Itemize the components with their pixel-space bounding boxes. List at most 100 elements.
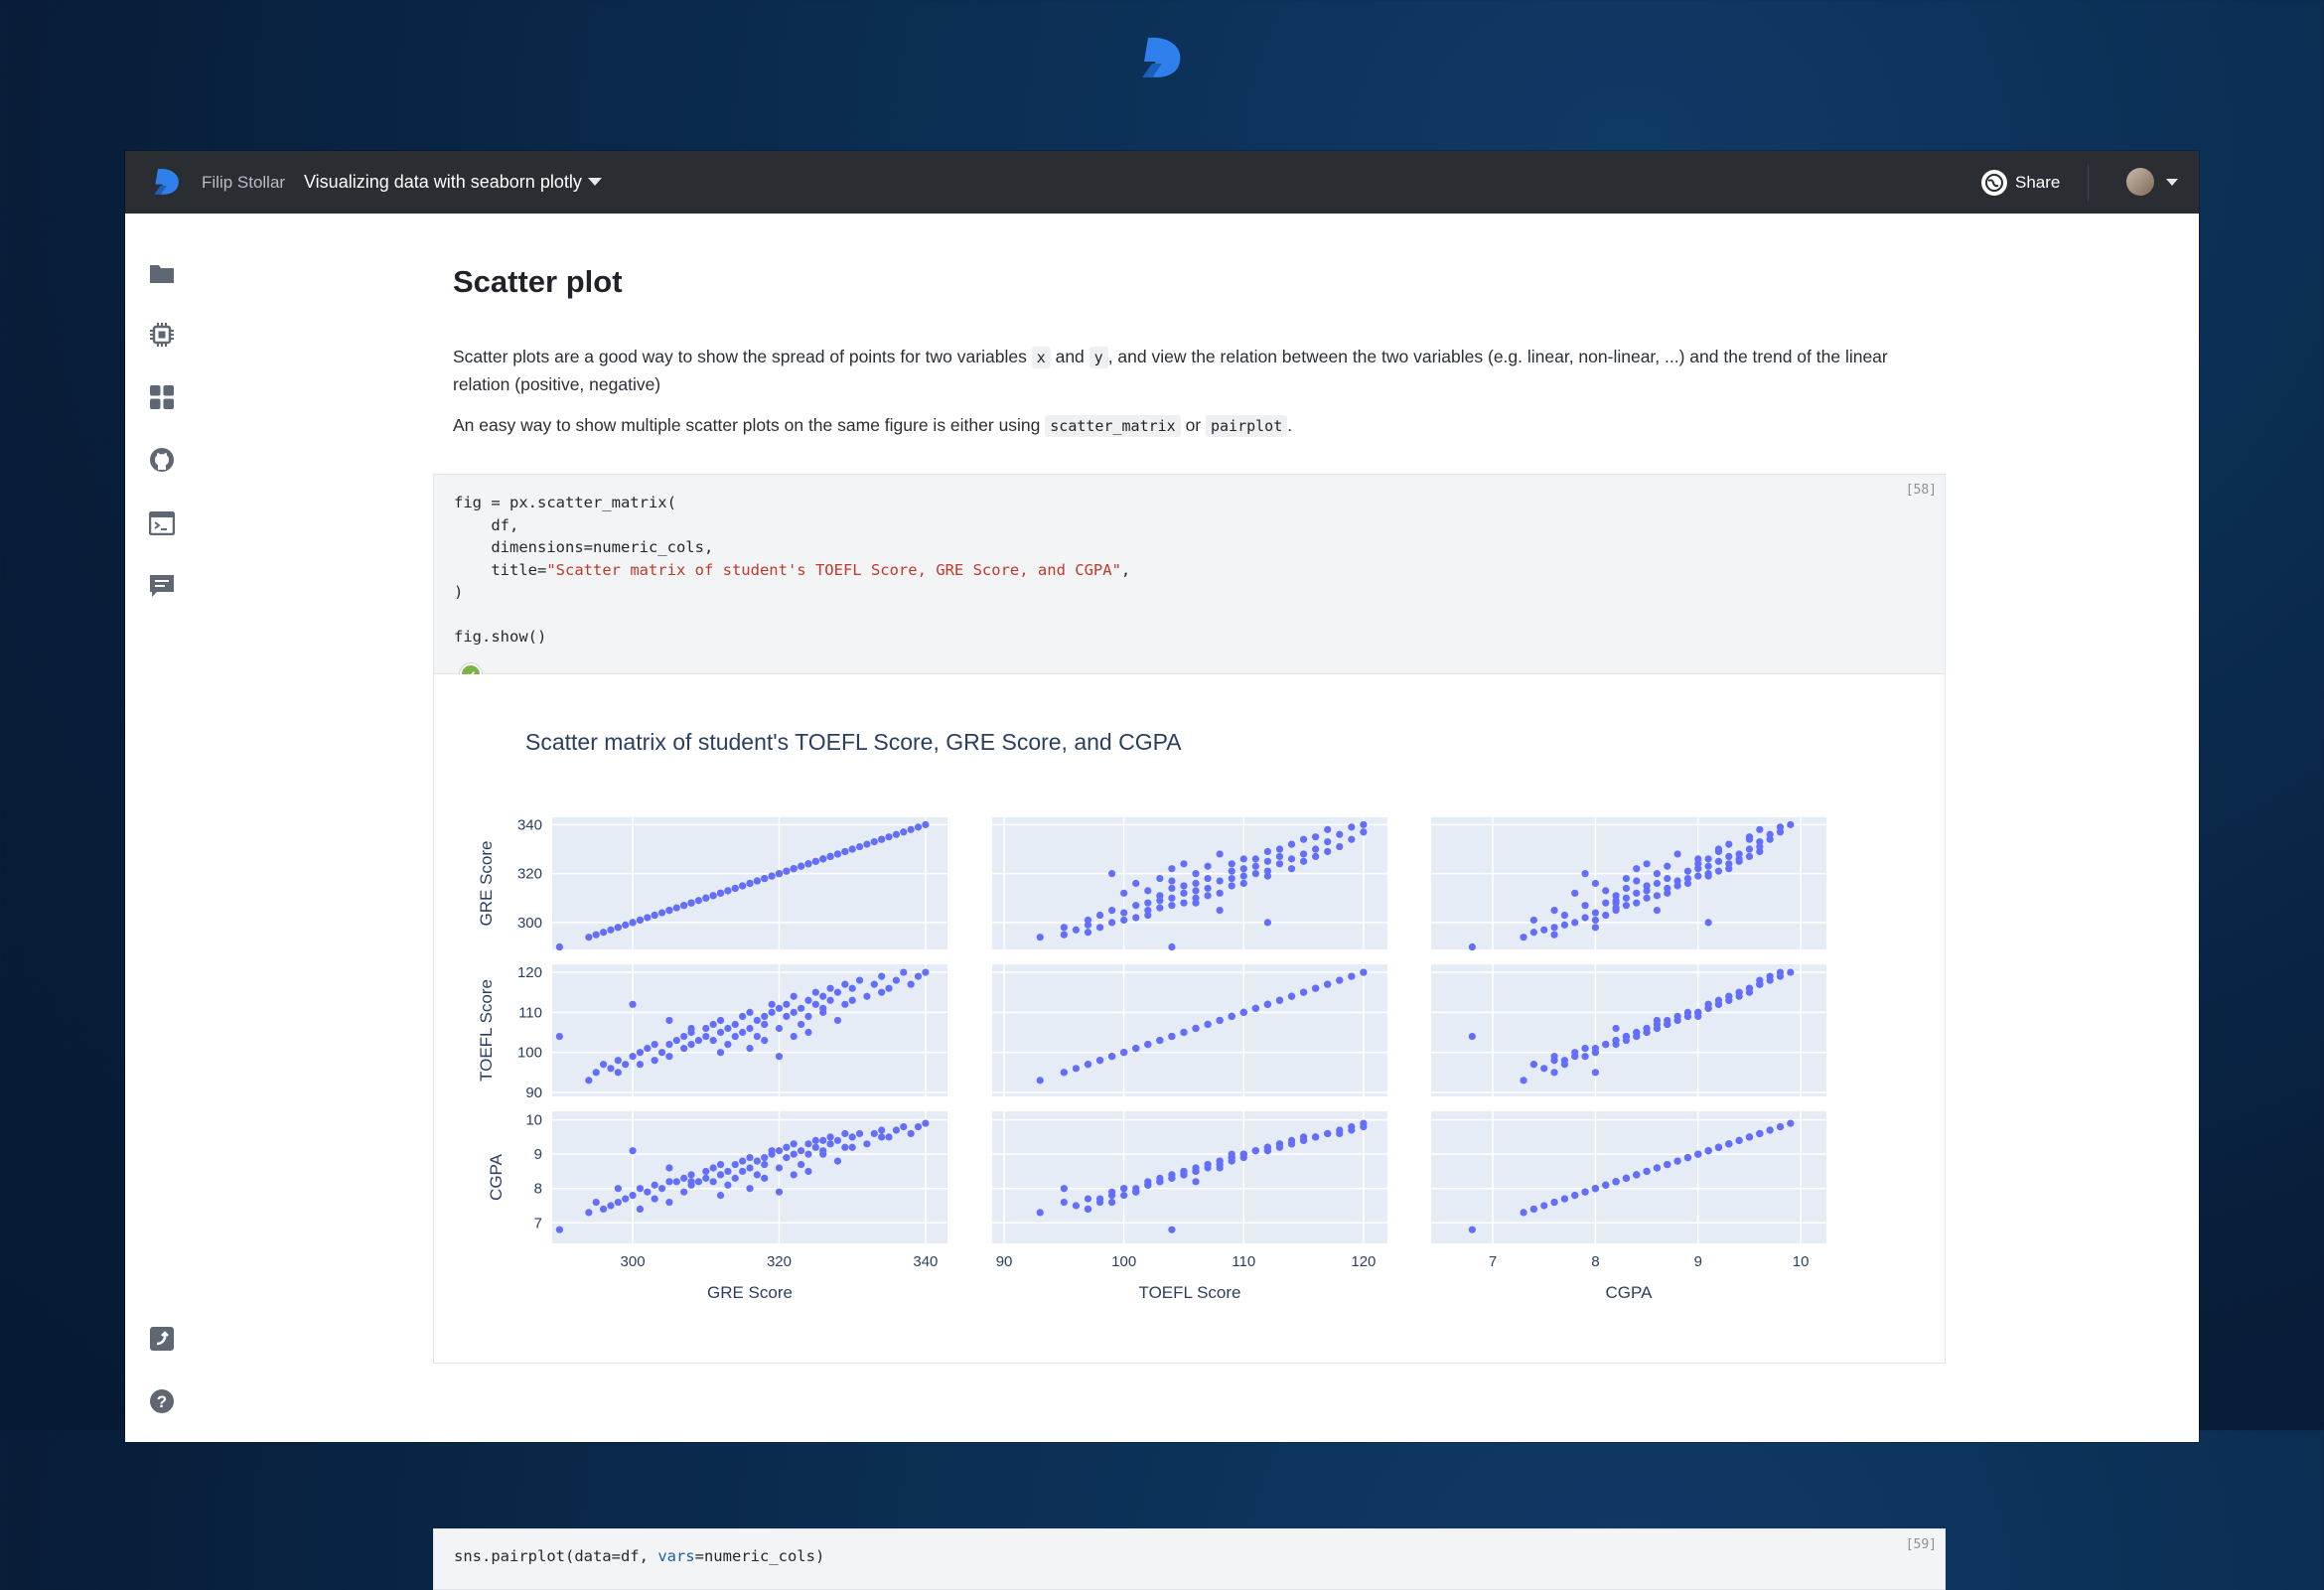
data-point: [599, 1061, 608, 1069]
data-point: [1060, 931, 1068, 939]
data-point: [1622, 1036, 1631, 1045]
data-point: [1602, 1181, 1610, 1189]
share-button[interactable]: Share: [1981, 168, 2060, 198]
data-point: [1560, 921, 1568, 929]
code-editor[interactable]: [58] fig = px.scatter_matrix( df, dimens…: [434, 475, 1945, 674]
data-point: [870, 980, 878, 988]
data-point: [1216, 906, 1224, 915]
integrations-icon[interactable]: [147, 1324, 177, 1354]
data-point: [1581, 1188, 1589, 1196]
chip-icon[interactable]: [147, 320, 177, 350]
data-point: [753, 1171, 761, 1179]
data-point: [1694, 860, 1702, 868]
help-icon[interactable]: ?: [147, 1386, 177, 1416]
data-point: [636, 1185, 645, 1193]
data-point: [702, 1032, 710, 1041]
data-point: [1036, 1209, 1044, 1217]
code-block[interactable]: sns.pairplot(data=df, vars=numeric_cols): [454, 1545, 824, 1568]
inline-code: scatter_matrix: [1045, 415, 1181, 437]
data-point: [804, 1012, 812, 1020]
data-point: [775, 1147, 784, 1155]
data-point: [1132, 1185, 1140, 1193]
data-point: [1673, 882, 1681, 890]
data-point: [826, 852, 834, 861]
data-point: [1168, 865, 1176, 873]
data-point: [1180, 860, 1188, 868]
data-point: [665, 906, 673, 915]
data-point: [885, 833, 893, 841]
data-point: [1529, 1061, 1537, 1069]
y-tick-label: 8: [534, 1181, 542, 1198]
terminal-icon[interactable]: [147, 508, 177, 538]
code-line: dimensions=numeric_cols,: [454, 538, 714, 556]
data-point: [629, 919, 637, 927]
cell-output: Scatter matrix of student's TOEFL Score,…: [434, 674, 1945, 1363]
data-point: [1694, 872, 1702, 880]
data-point: [1180, 1028, 1188, 1037]
data-point: [1664, 884, 1671, 893]
data-point: [1168, 902, 1176, 910]
data-point: [885, 984, 893, 992]
apps-icon[interactable]: [147, 382, 177, 412]
data-point: [1571, 1192, 1579, 1200]
data-point: [1287, 992, 1296, 1000]
text: and: [1050, 347, 1089, 366]
data-point: [1060, 924, 1068, 932]
notebook-title[interactable]: Visualizing data with seaborn plotly: [304, 172, 582, 192]
data-point: [863, 992, 871, 1000]
deepnote-logo[interactable]: [149, 166, 185, 198]
data-point: [746, 1045, 754, 1053]
data-point: [775, 870, 784, 878]
y-tick-label: 120: [517, 964, 542, 981]
code-editor[interactable]: [59] sns.pairplot(data=df, vars=numeric_…: [434, 1529, 1945, 1589]
data-point: [1714, 845, 1723, 853]
data-point: [1735, 855, 1743, 863]
data-point: [863, 840, 871, 848]
subplot-background: [1431, 817, 1826, 949]
data-point: [1591, 909, 1600, 917]
x-tick-label: 300: [621, 1253, 646, 1270]
y-tick-label: 300: [517, 915, 542, 932]
data-point: [1776, 823, 1785, 831]
data-point: [1108, 906, 1116, 915]
folder-icon[interactable]: [147, 258, 177, 288]
data-point: [680, 1174, 688, 1182]
data-point: [783, 1154, 791, 1162]
github-icon[interactable]: [147, 445, 177, 475]
comments-icon[interactable]: [147, 571, 177, 601]
data-point: [1144, 911, 1152, 920]
data-point: [672, 1036, 680, 1045]
data-point: [1664, 874, 1671, 883]
data-point: [1132, 914, 1140, 922]
data-point: [680, 902, 688, 910]
y-tick-label: 100: [517, 1045, 542, 1062]
code-block[interactable]: fig = px.scatter_matrix( df, dimensions=…: [454, 492, 1130, 649]
data-point: [1673, 1016, 1681, 1025]
data-point: [1766, 976, 1774, 984]
chevron-down-icon[interactable]: [588, 178, 602, 186]
avatar[interactable]: [2126, 168, 2154, 196]
text: , and view the relation between the two …: [453, 347, 1888, 394]
data-point: [1787, 968, 1795, 976]
text: An easy way to show multiple scatter plo…: [453, 415, 1046, 435]
workspace-user[interactable]: Filip Stollar: [202, 173, 286, 192]
code-cell[interactable]: [59] sns.pairplot(data=df, vars=numeric_…: [433, 1528, 1946, 1590]
chevron-down-icon[interactable]: [2166, 179, 2178, 186]
data-point: [1144, 1041, 1152, 1049]
data-point: [1263, 1147, 1271, 1155]
data-point: [797, 862, 805, 870]
data-point: [1540, 1065, 1548, 1073]
data-point: [790, 1008, 798, 1016]
data-point: [1633, 889, 1641, 897]
data-point: [1156, 904, 1164, 912]
scatter-matrix-chart[interactable]: Scatter matrix of student's TOEFL Score,…: [434, 674, 1945, 1363]
data-point: [819, 992, 827, 1000]
data-point: [651, 1041, 658, 1049]
data-point: [1766, 830, 1774, 838]
data-point: [1787, 1119, 1795, 1127]
code-cell[interactable]: [58] fig = px.scatter_matrix( df, dimens…: [433, 474, 1946, 1364]
data-point: [1228, 867, 1235, 875]
data-point: [848, 1143, 856, 1151]
data-point: [592, 1198, 600, 1207]
data-point: [746, 879, 754, 888]
